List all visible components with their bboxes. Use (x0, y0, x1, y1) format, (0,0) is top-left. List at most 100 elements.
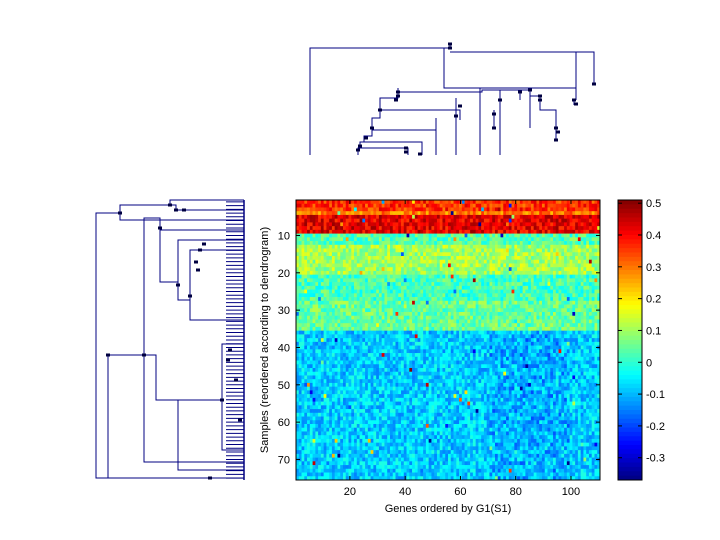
heatmap-cell (561, 203, 565, 208)
heatmap-cell (431, 319, 435, 324)
heatmap-cell (378, 226, 383, 231)
heatmap-cell (370, 353, 374, 358)
heatmap-cell (401, 304, 405, 309)
heatmap-cell (337, 338, 341, 343)
heatmap-cell (428, 207, 432, 212)
heatmap-cell (594, 334, 598, 339)
heatmap-cell (370, 289, 374, 294)
heatmap-cell (342, 282, 347, 287)
heatmap-cell (583, 349, 587, 354)
heatmap-cell (467, 285, 471, 290)
heatmap-cell (569, 345, 573, 350)
heatmap-cell (398, 211, 402, 216)
heatmap-cell (431, 267, 435, 272)
heatmap-cell (351, 315, 355, 320)
heatmap-cell (464, 338, 468, 343)
heatmap-cell (315, 345, 319, 350)
heatmap-cell (550, 200, 554, 205)
heatmap-cell (362, 278, 366, 283)
heatmap-cell (500, 222, 504, 227)
heatmap-cell (403, 353, 407, 358)
heatmap-cell (464, 300, 468, 305)
heatmap-cell (312, 203, 316, 208)
heatmap-cell (577, 267, 581, 272)
heatmap-cell (486, 214, 490, 220)
heatmap-cell (503, 308, 507, 313)
heatmap-cell (580, 259, 584, 264)
heatmap-cell (425, 341, 429, 346)
heatmap-cell (489, 222, 493, 227)
heatmap-cell (329, 293, 333, 298)
heatmap-cell (461, 248, 465, 253)
heatmap-cell (547, 218, 551, 223)
heatmap-cell (337, 278, 341, 283)
heatmap-cell (323, 338, 327, 343)
heatmap-cell (370, 308, 374, 313)
heatmap-cell (376, 356, 380, 361)
heatmap-cell (436, 326, 441, 332)
heatmap-cell (555, 200, 559, 205)
heatmap-cell (539, 218, 543, 223)
heatmap-cell (434, 259, 438, 264)
heatmap-cell (533, 338, 537, 343)
heatmap-cell (450, 297, 454, 302)
heatmap-cell (486, 356, 490, 361)
heatmap-cell (389, 319, 394, 324)
heatmap-cell (342, 319, 347, 324)
heatmap-cell (514, 349, 518, 354)
heatmap-cell (340, 207, 344, 212)
heatmap-cell (550, 222, 554, 227)
heatmap-cell (342, 270, 347, 276)
dendrogram-node (194, 260, 198, 264)
heatmap-cell (320, 263, 324, 268)
heatmap-cell (436, 233, 441, 238)
heatmap-cell (467, 207, 471, 212)
heatmap-cell (329, 222, 333, 227)
heatmap-cell (586, 229, 590, 234)
heatmap-cell (525, 278, 529, 283)
heatmap-cell (434, 282, 438, 287)
heatmap-cell (517, 233, 521, 238)
heatmap-cell (486, 248, 490, 253)
heatmap-cell (373, 356, 377, 361)
heatmap-cell (318, 274, 322, 279)
heatmap-cell (420, 226, 424, 231)
heatmap-cell (398, 334, 402, 339)
heatmap-cell (564, 259, 568, 264)
heatmap-cell (597, 304, 601, 309)
heatmap-cell (365, 308, 369, 313)
heatmap-cell (320, 214, 324, 220)
heatmap-cell (381, 270, 385, 276)
heatmap-cell (583, 312, 587, 317)
heatmap-cell (428, 252, 432, 257)
dendrogram-node (394, 98, 398, 102)
heatmap-cell (428, 330, 432, 335)
heatmap-cell (439, 233, 443, 238)
heatmap-cell (307, 289, 311, 294)
heatmap-cell (412, 338, 416, 343)
heatmap-cell (572, 326, 576, 332)
heatmap-cell (442, 326, 446, 332)
heatmap-cell (519, 345, 523, 350)
heatmap-cell (356, 207, 360, 212)
heatmap-cell (483, 330, 488, 335)
heatmap-cell (409, 297, 413, 302)
heatmap-cell (558, 300, 562, 305)
heatmap-cell (456, 285, 460, 290)
heatmap-cell (395, 323, 399, 328)
heatmap-cell (434, 289, 438, 294)
heatmap-cell (395, 341, 399, 346)
heatmap-cell (506, 241, 510, 246)
heatmap-cell (506, 289, 510, 294)
heatmap-cell (401, 338, 405, 343)
heatmap-cell (486, 308, 490, 313)
heatmap-cell (459, 304, 463, 309)
heatmap-cell (351, 326, 355, 332)
heatmap-cell (464, 356, 468, 361)
heatmap-cell (348, 323, 352, 328)
heatmap-cell (459, 356, 463, 361)
heatmap-cell (494, 211, 499, 216)
heatmap-cell (315, 349, 319, 354)
heatmap-cell (425, 200, 429, 205)
heatmap-cell (497, 282, 501, 287)
